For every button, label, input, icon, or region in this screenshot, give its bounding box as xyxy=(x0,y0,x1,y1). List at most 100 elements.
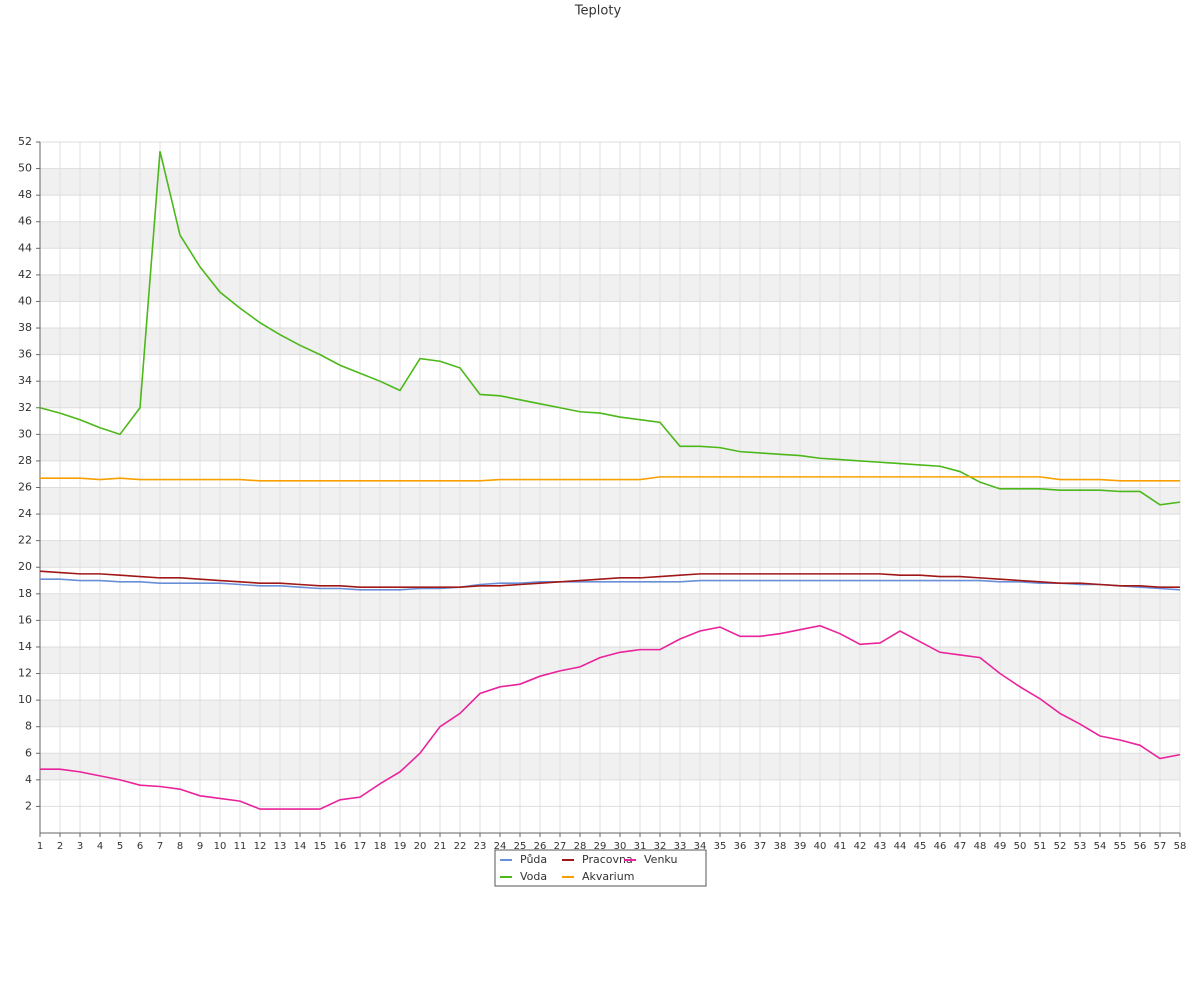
y-tick-label: 6 xyxy=(25,746,32,759)
grid-band xyxy=(40,700,1180,727)
y-tick-label: 10 xyxy=(18,693,32,706)
y-tick-label: 28 xyxy=(18,454,32,467)
x-tick-label: 25 xyxy=(514,841,527,852)
x-tick-label: 12 xyxy=(254,841,267,852)
legend-label: Půda xyxy=(520,853,547,866)
x-tick-label: 11 xyxy=(234,841,247,852)
y-tick-label: 42 xyxy=(18,268,32,281)
x-tick-label: 36 xyxy=(734,841,747,852)
x-tick-label: 50 xyxy=(1014,841,1027,852)
grid-band xyxy=(40,646,1180,674)
legend-label: Pracovna xyxy=(582,853,633,866)
x-tick-label: 18 xyxy=(374,841,387,852)
y-tick-label: 16 xyxy=(18,613,32,626)
x-tick-label: 20 xyxy=(414,841,427,852)
x-tick-label: 54 xyxy=(1094,841,1107,852)
y-tick-label: 2 xyxy=(25,799,32,812)
x-tick-label: 9 xyxy=(197,841,203,852)
y-tick-label: 8 xyxy=(25,720,32,733)
y-tick-label: 44 xyxy=(18,241,32,254)
y-tick-label: 18 xyxy=(18,587,32,600)
x-tick-label: 15 xyxy=(314,841,327,852)
x-tick-label: 47 xyxy=(954,841,967,852)
x-tick-label: 14 xyxy=(294,841,307,852)
y-tick-label: 30 xyxy=(18,427,32,440)
grid-band xyxy=(40,274,1180,302)
legend-box xyxy=(494,849,707,887)
x-tick-label: 52 xyxy=(1054,841,1067,852)
grid-band xyxy=(40,168,1180,196)
x-tick-label: 40 xyxy=(814,841,827,852)
x-tick-label: 13 xyxy=(274,841,287,852)
x-tick-label: 58 xyxy=(1174,841,1187,852)
legend-label: Akvarium xyxy=(582,870,634,883)
series-line xyxy=(40,578,1181,591)
y-tick-label: 34 xyxy=(18,374,32,387)
y-tick-label: 26 xyxy=(18,481,32,494)
x-tick-label: 42 xyxy=(854,841,867,852)
y-tick-label: 24 xyxy=(18,507,32,520)
grid-band xyxy=(40,593,1180,621)
x-tick-label: 21 xyxy=(434,841,447,852)
x-tick-label: 7 xyxy=(157,841,163,852)
x-tick-label: 45 xyxy=(914,841,927,852)
x-tick-label: 48 xyxy=(974,841,987,852)
x-tick-label: 17 xyxy=(354,841,367,852)
x-tick-label: 2 xyxy=(57,841,63,852)
x-tick-label: 22 xyxy=(454,841,467,852)
x-tick-label: 4 xyxy=(97,841,103,852)
x-tick-label: 1 xyxy=(37,841,43,852)
grid-band xyxy=(40,328,1180,355)
y-tick-label: 40 xyxy=(18,294,32,307)
series-line xyxy=(39,570,1180,588)
grid-band xyxy=(40,540,1180,568)
legend: Půda Voda Pracovna Akvarium Venku xyxy=(494,849,707,887)
x-tick-label: 26 xyxy=(534,841,547,852)
y-tick-label: 20 xyxy=(18,560,32,573)
y-tick-label: 14 xyxy=(18,640,32,653)
grid-band xyxy=(40,434,1180,461)
y-tick-label: 48 xyxy=(18,188,32,201)
y-tick-label: 36 xyxy=(18,348,32,361)
grid-band xyxy=(40,221,1180,249)
x-tick-label: 30 xyxy=(614,841,627,852)
x-tick-label: 37 xyxy=(754,841,767,852)
y-tick-label: 12 xyxy=(18,667,32,680)
x-tick-label: 5 xyxy=(117,841,123,852)
grid-band xyxy=(40,753,1180,780)
grid-band xyxy=(40,381,1180,408)
x-tick-label: 55 xyxy=(1114,841,1127,852)
x-tick-label: 43 xyxy=(874,841,887,852)
x-tick-label: 6 xyxy=(137,841,143,852)
x-tick-label: 3 xyxy=(77,841,83,852)
legend-label: Voda xyxy=(520,870,547,883)
y-tick-label: 22 xyxy=(18,534,32,547)
x-tick-label: 31 xyxy=(634,841,647,852)
series-line xyxy=(40,624,1181,810)
y-tick-label: 50 xyxy=(18,162,32,175)
x-tick-label: 24 xyxy=(494,841,507,852)
legend-label: Venku xyxy=(644,853,677,866)
x-tick-label: 8 xyxy=(177,841,183,852)
x-tick-label: 23 xyxy=(474,841,487,852)
x-tick-label: 32 xyxy=(654,841,667,852)
x-tick-label: 35 xyxy=(714,841,727,852)
x-tick-label: 27 xyxy=(554,841,567,852)
x-tick-label: 16 xyxy=(334,841,347,852)
x-tick-label: 19 xyxy=(394,841,407,852)
x-tick-label: 57 xyxy=(1154,841,1167,852)
x-tick-label: 53 xyxy=(1074,841,1087,852)
x-tick-label: 28 xyxy=(574,841,587,852)
y-tick-label: 4 xyxy=(25,773,32,786)
grid-band xyxy=(40,487,1180,515)
y-tick-label: 38 xyxy=(18,321,32,334)
y-tick-label: 52 xyxy=(18,135,32,148)
x-tick-label: 34 xyxy=(694,841,707,852)
x-tick-label: 44 xyxy=(894,841,907,852)
x-tick-label: 56 xyxy=(1134,841,1147,852)
x-tick-label: 41 xyxy=(834,841,847,852)
chart-title: Teploty xyxy=(574,4,622,19)
y-tick-label: 46 xyxy=(18,215,32,228)
x-tick-label: 39 xyxy=(794,841,807,852)
